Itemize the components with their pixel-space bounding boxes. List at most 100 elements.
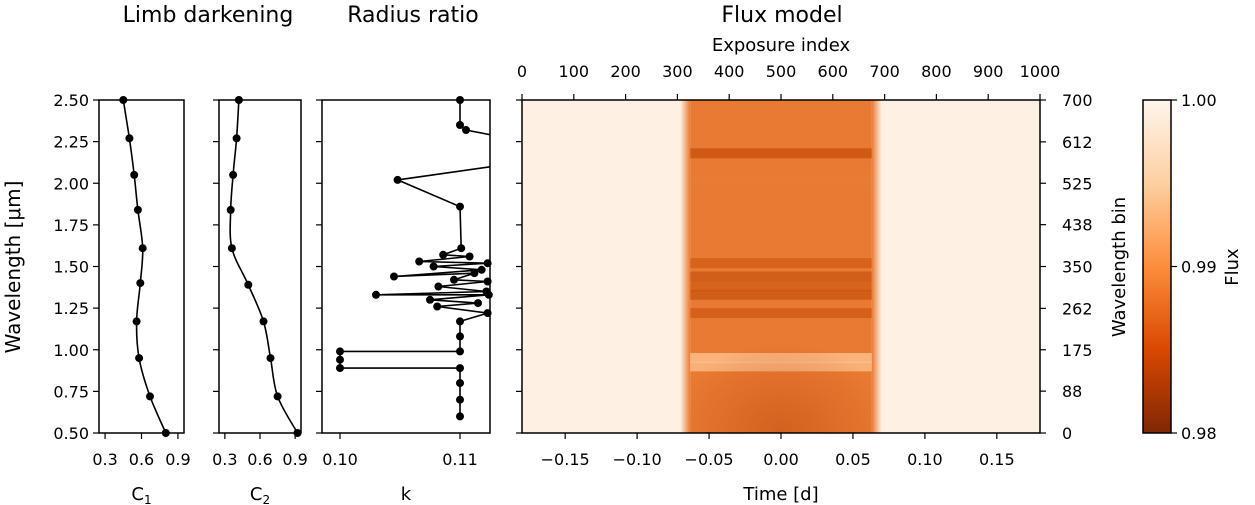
x-axis-label: C2 — [250, 484, 270, 505]
data-point — [130, 170, 139, 179]
data-point — [456, 379, 464, 388]
data-point — [372, 290, 380, 299]
limb-darkening-shade — [690, 280, 872, 433]
data-point — [433, 302, 442, 311]
ingress — [680, 100, 691, 433]
x-tick-label: −0.05 — [685, 450, 734, 469]
top-tick-label: 300 — [662, 62, 693, 81]
data-point — [125, 134, 134, 143]
colorbar: 0.98 0.99 1.00 — [1142, 91, 1217, 443]
x-tick-label: 0.11 — [442, 450, 478, 469]
y-tick-label: 0.75 — [53, 382, 89, 401]
data-point — [259, 317, 268, 326]
y-tick-label: 2.50 — [53, 91, 89, 110]
x-tick-label: 0.6 — [129, 450, 154, 469]
data-point — [138, 244, 147, 253]
data-point — [474, 299, 482, 308]
top-tick-label: 100 — [559, 62, 590, 81]
x-tick-label: 0.10 — [907, 450, 943, 469]
axes-frame — [321, 99, 491, 434]
colorbar-gradient — [1142, 99, 1172, 434]
axes-frame — [218, 99, 302, 434]
top-tick-label: 700 — [869, 62, 900, 81]
data-point — [135, 354, 144, 363]
panel-flux-model: −0.15 −0.10 −0.05 0.00 0.05 0.10 0.15 Time [d] 0… — [516, 35, 1130, 505]
data-point — [456, 395, 464, 404]
data-point — [434, 282, 443, 291]
data-point — [456, 364, 464, 373]
spectral-band — [690, 148, 872, 159]
panel-limb-darkening-c2: 0.3 0.6 0.9 C2 — [212, 96, 308, 505]
x-tick-label: 0.3 — [212, 450, 237, 469]
right-tick-label: 438 — [1062, 216, 1093, 235]
series-line — [229, 100, 299, 433]
data-point — [266, 354, 275, 363]
right-tick-label: 525 — [1062, 174, 1093, 193]
top-tick-label: 1000 — [1020, 62, 1061, 81]
series-line — [122, 100, 167, 433]
data-point — [429, 262, 438, 271]
data-point — [457, 244, 466, 253]
data-point — [456, 317, 464, 326]
data-point — [462, 126, 470, 134]
data-point — [484, 290, 493, 299]
x-axis-label-time: Time [d] — [742, 484, 818, 505]
data-point — [336, 364, 344, 373]
ylabel-wavelength: Wavelength [μm] — [1, 181, 25, 354]
data-point — [456, 121, 464, 129]
colorbar-tick-label: 0.99 — [1181, 258, 1217, 277]
data-point — [450, 275, 458, 284]
colorbar-label: Flux — [1222, 248, 1243, 286]
top-tick-label: 600 — [818, 62, 849, 81]
top-tick-label: 900 — [973, 62, 1004, 81]
data-point — [132, 317, 141, 326]
right-tick-label: 612 — [1062, 133, 1093, 152]
top-tick-label: 200 — [610, 62, 641, 81]
right-tick-label: 88 — [1062, 382, 1082, 401]
title-limb-darkening: Limb darkening — [123, 3, 294, 28]
x-tick-label: −0.15 — [541, 450, 590, 469]
x-tick-label: 0.15 — [979, 450, 1015, 469]
right-axis-label: Wavelength bin — [1109, 197, 1130, 337]
data-point — [273, 392, 282, 401]
y-tick-label: 1.25 — [53, 299, 89, 318]
data-point — [470, 269, 479, 278]
colorbar-tick-label: 0.98 — [1181, 424, 1217, 443]
data-point — [229, 170, 238, 179]
data-point — [133, 205, 142, 214]
data-point — [415, 257, 424, 266]
panel-limb-darkening-c1: 0.3 0.6 0.9 C1 0.50 0.75 1.00 1.25 1.50 1.75 2.00 2… — [53, 91, 190, 505]
spectral-band — [690, 271, 872, 282]
y-tick-label: 0.50 — [53, 424, 89, 443]
x-tick-label: 0.10 — [322, 450, 358, 469]
top-tick-label: 500 — [766, 62, 797, 81]
x-axis-label: k — [401, 484, 412, 505]
data-point — [244, 280, 253, 289]
right-tick-label: 262 — [1062, 299, 1093, 318]
x-tick-label: 0.6 — [247, 450, 272, 469]
data-point — [136, 279, 145, 288]
x-tick-label: 0.9 — [282, 450, 307, 469]
right-tick-label: 175 — [1062, 341, 1093, 360]
data-point — [456, 412, 464, 421]
x-tick-label: −0.10 — [613, 450, 662, 469]
data-point — [456, 347, 464, 356]
y-tick-label: 2.00 — [53, 174, 89, 193]
data-point — [336, 355, 344, 364]
y-tick-label: 1.75 — [53, 216, 89, 235]
x-tick-label: 0.3 — [92, 450, 117, 469]
title-flux-model: Flux model — [721, 3, 842, 28]
data-point — [465, 252, 474, 261]
data-point — [439, 250, 448, 259]
data-point — [227, 244, 236, 253]
right-tick-label: 350 — [1062, 258, 1093, 277]
data-point — [477, 265, 486, 274]
y-tick-label: 2.25 — [53, 133, 89, 152]
x-tick-label: 0.05 — [835, 450, 871, 469]
top-tick-label: 400 — [714, 62, 745, 81]
data-point — [232, 134, 241, 143]
x-axis-label: C1 — [131, 484, 151, 505]
data-point — [393, 175, 402, 184]
data-point — [146, 392, 154, 401]
